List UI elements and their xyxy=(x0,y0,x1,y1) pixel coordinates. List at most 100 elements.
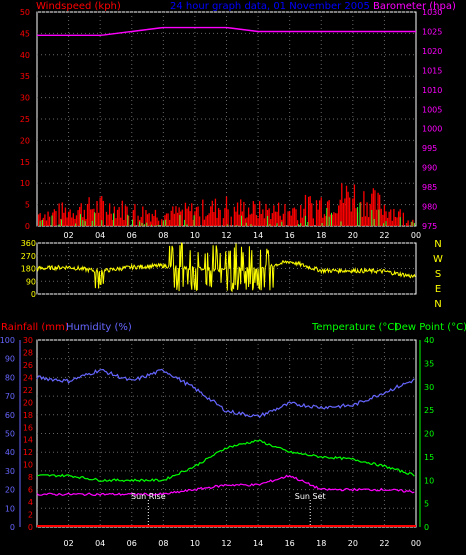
barometer-line xyxy=(37,26,416,36)
humidity-tick-label: 10 xyxy=(5,504,15,513)
rainfall-tick-label: 22 xyxy=(23,386,33,395)
x-tick-label-panel3: 14 xyxy=(253,539,263,548)
humidity-tick-label: 50 xyxy=(5,430,15,439)
baro-tick-label: 1015 xyxy=(422,66,442,75)
rainfall-tick-label: 18 xyxy=(23,411,33,420)
rainfall-tick-label: 4 xyxy=(28,498,33,507)
wind-tick-label: 10 xyxy=(20,179,30,188)
rainfall-tick-label: 6 xyxy=(28,486,33,495)
temperature-tick-label: 15 xyxy=(424,453,434,462)
x-tick-label-panel1: 02 xyxy=(63,231,73,240)
temperature-line xyxy=(36,439,415,483)
x-tick-label-panel1: 12 xyxy=(221,231,231,240)
wind-direction-line xyxy=(36,242,416,293)
wind-tick-label: 25 xyxy=(20,115,30,124)
humidity-tick-label: 90 xyxy=(5,355,15,364)
wind-tick-label: 35 xyxy=(20,72,30,81)
temperature-tick-label: 40 xyxy=(424,336,434,345)
humidity-tick-label: 20 xyxy=(5,486,15,495)
rainfall-tick-label: 26 xyxy=(23,361,33,370)
windspeed-axis-label: Windspeed (kph) xyxy=(36,1,121,12)
direction-tick-label: 270 xyxy=(21,252,36,261)
humidity-tick-label: 0 xyxy=(10,523,15,532)
x-tick-label-panel1: 22 xyxy=(379,231,389,240)
direction-tick-label: 0 xyxy=(31,290,36,299)
x-tick-label-panel3: 20 xyxy=(348,539,358,548)
rainfall-tick-label: 8 xyxy=(28,473,33,482)
humidity-line xyxy=(36,368,415,419)
rainfall-tick-label: 20 xyxy=(23,398,33,407)
humidity-tick-label: 30 xyxy=(5,467,15,476)
sunrise-label: Sun Rise xyxy=(131,492,166,501)
x-tick-label-panel3: 00 xyxy=(411,539,421,548)
baro-tick-label: 990 xyxy=(422,164,437,173)
temperature-tick-label: 5 xyxy=(424,500,429,509)
wind-tick-label: 50 xyxy=(20,8,30,17)
baro-tick-label: 1030 xyxy=(422,8,442,17)
direction-tick-label: 90 xyxy=(26,277,36,286)
x-tick-label-panel1: 16 xyxy=(285,231,295,240)
compass-label: N xyxy=(434,239,441,250)
x-tick-label-panel3: 06 xyxy=(127,539,137,548)
x-tick-label-panel1: 00 xyxy=(411,231,421,240)
rainfall-axis-label: Rainfall (mm) xyxy=(1,322,69,333)
x-tick-label-panel3: 02 xyxy=(63,539,73,548)
dewpoint-axis-label: Dew Point (°C) xyxy=(394,322,466,333)
compass-label: S xyxy=(435,269,441,280)
dewpoint-line xyxy=(36,474,415,497)
x-tick-label-panel1: 14 xyxy=(253,231,263,240)
x-tick-label-panel3: 16 xyxy=(285,539,295,548)
x-tick-label-panel1: 08 xyxy=(158,231,168,240)
x-tick-label-panel3: 04 xyxy=(95,539,105,548)
direction-tick-label: 360 xyxy=(21,239,36,248)
baro-tick-label: 985 xyxy=(422,183,437,192)
sunset-label: Sun Set xyxy=(295,492,326,501)
humidity-tick-label: 80 xyxy=(5,373,15,382)
rainfall-tick-label: 28 xyxy=(23,348,33,357)
compass-label: W xyxy=(433,254,443,265)
baro-tick-label: 1020 xyxy=(422,47,442,56)
rainfall-tick-label: 12 xyxy=(23,448,33,457)
rainfall-tick-label: 10 xyxy=(23,461,33,470)
rainfall-tick-label: 0 xyxy=(28,523,33,532)
x-tick-label-panel1: 06 xyxy=(127,231,137,240)
x-tick-label-panel1: 20 xyxy=(348,231,358,240)
wind-tick-label: 30 xyxy=(20,94,30,103)
rainfall-tick-label: 2 xyxy=(28,511,33,520)
humidity-tick-label: 60 xyxy=(5,411,15,420)
wind-tick-label: 0 xyxy=(25,222,30,231)
temperature-tick-label: 25 xyxy=(424,406,434,415)
baro-tick-label: 980 xyxy=(422,203,437,212)
wind-barometer-panel: 0510152025303540455097598098599099510001… xyxy=(20,8,443,231)
x-tick-label-panel3: 12 xyxy=(221,539,231,548)
wind-tick-label: 20 xyxy=(20,136,30,145)
wind-tick-label: 40 xyxy=(20,51,30,60)
temperature-tick-label: 10 xyxy=(424,476,434,485)
x-tick-label-panel3: 22 xyxy=(379,539,389,548)
temperature-tick-label: 30 xyxy=(424,383,434,392)
barometer-axis-label: Barometer (hpa) xyxy=(373,1,456,12)
compass-label: E xyxy=(435,284,441,295)
rainfall-tick-label: 14 xyxy=(23,436,33,445)
wind-tick-label: 45 xyxy=(20,29,30,38)
baro-tick-label: 975 xyxy=(422,222,437,231)
rainfall-tick-label: 30 xyxy=(23,336,33,345)
temperature-tick-label: 20 xyxy=(424,430,434,439)
baro-tick-label: 1010 xyxy=(422,86,442,95)
humidity-temperature-panel: 0102030405060708090100024681012141618202… xyxy=(0,336,434,532)
temperature-tick-label: 0 xyxy=(424,523,429,532)
direction-tick-label: 180 xyxy=(21,265,36,274)
temperature-tick-label: 35 xyxy=(424,359,434,368)
x-tick-label-panel1: 04 xyxy=(95,231,105,240)
x-tick-label-panel3: 08 xyxy=(158,539,168,548)
humidity-axis-label: Humidity (%) xyxy=(66,322,132,333)
temperature-axis-label: Temperature (°C) xyxy=(311,322,398,333)
compass-label: N xyxy=(434,299,441,310)
x-tick-label-panel3: 18 xyxy=(316,539,326,548)
baro-tick-label: 1000 xyxy=(422,125,442,134)
baro-tick-label: 1025 xyxy=(422,27,442,36)
time-axis: 02 02 04 04 06 06 08 08 10 10 12 12 14 14 16 16 18 18 20 20… xyxy=(63,231,421,548)
